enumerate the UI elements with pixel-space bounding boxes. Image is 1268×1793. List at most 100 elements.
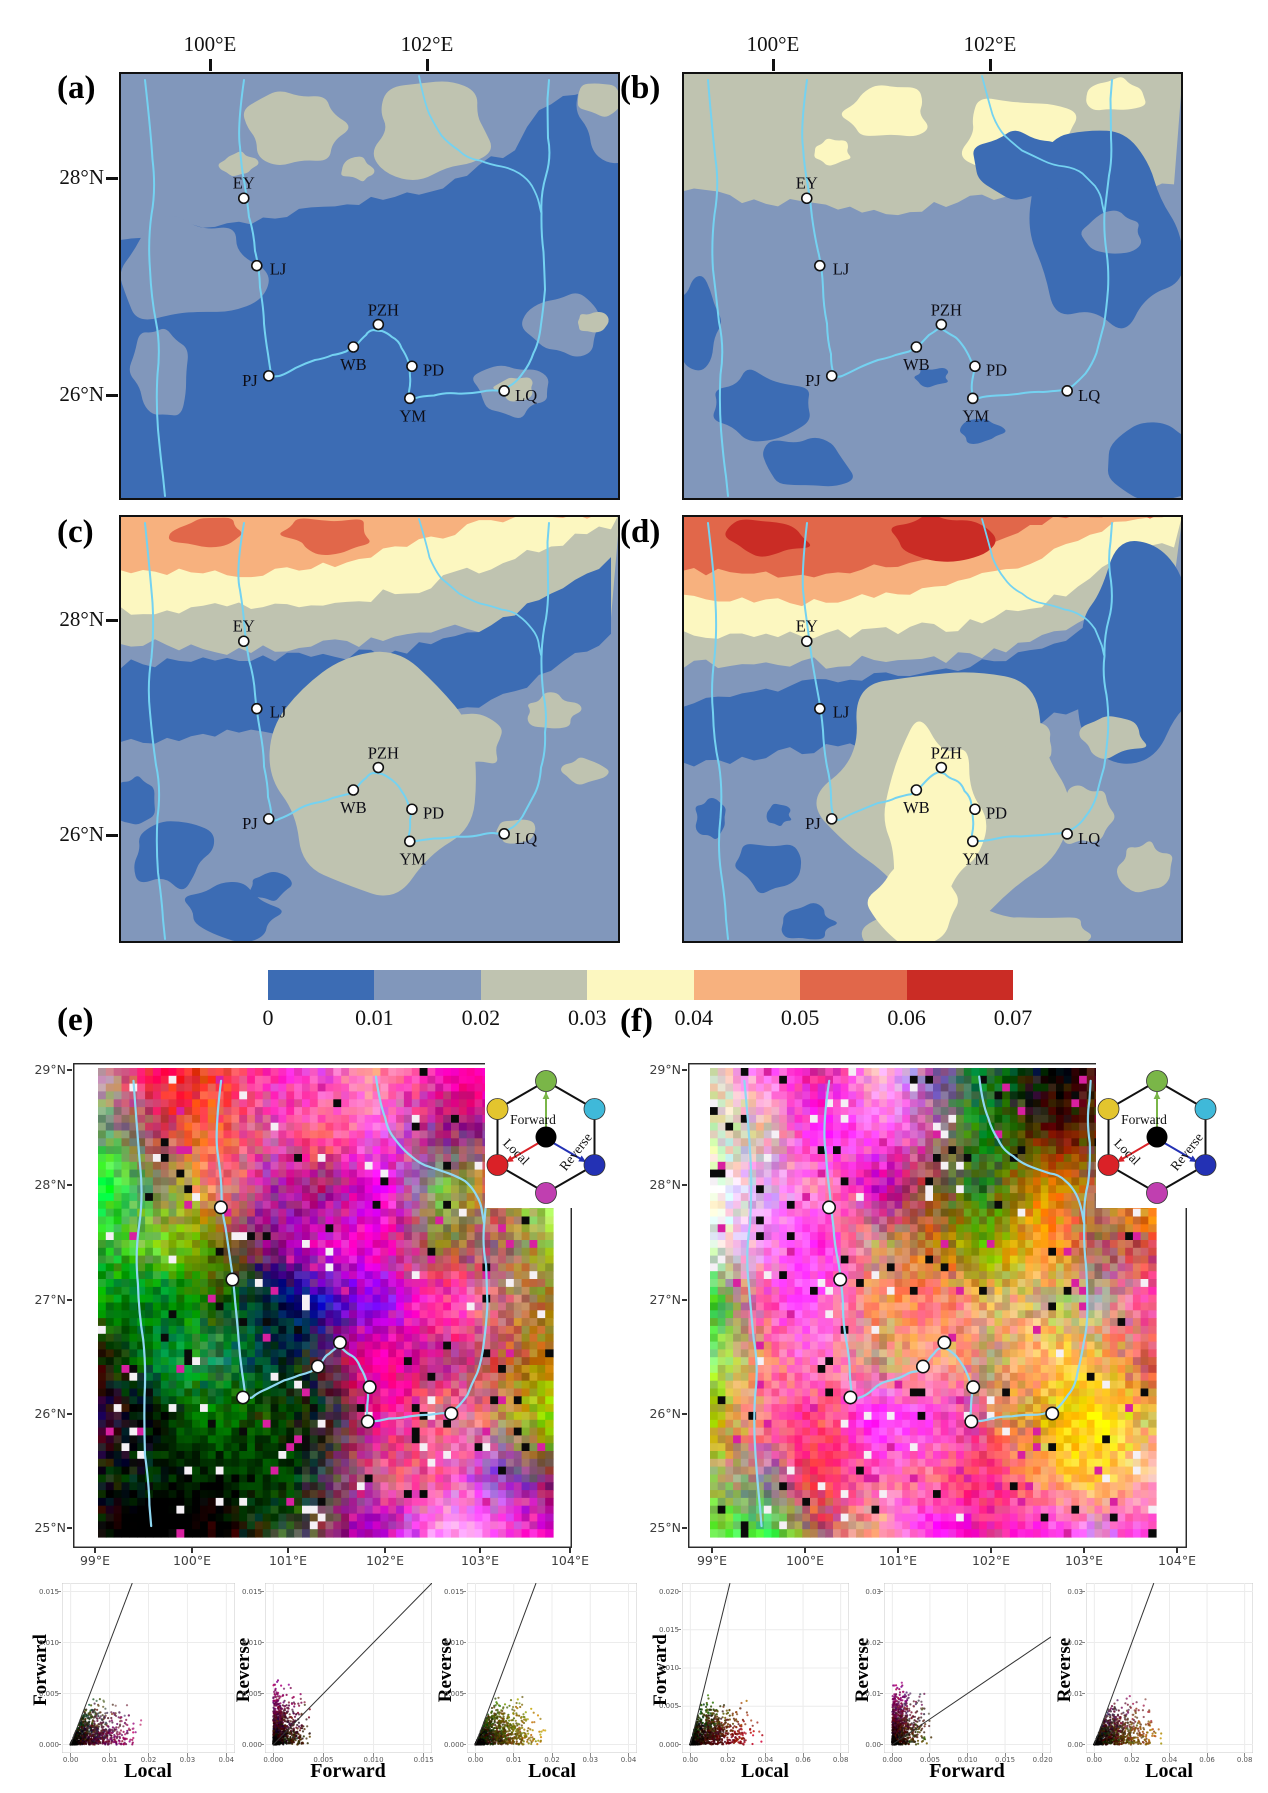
station-dot-LJ bbox=[813, 702, 826, 715]
tick-mark bbox=[70, 1753, 72, 1757]
map-region bbox=[986, 917, 1092, 943]
map-region bbox=[814, 138, 851, 166]
river-line bbox=[215, 1079, 493, 1423]
map-region bbox=[250, 871, 292, 901]
tick-mark bbox=[569, 1548, 571, 1553]
map-frame bbox=[119, 72, 620, 500]
station-label-LJ: LJ bbox=[270, 703, 287, 722]
scatter-y-tick: 0.010 bbox=[443, 1638, 464, 1647]
scatter-y-tick: 0.01 bbox=[1067, 1689, 1083, 1698]
scatter-y-tick: 0.00 bbox=[865, 1740, 881, 1749]
station-dot-PD bbox=[406, 360, 418, 373]
identity-line bbox=[70, 1583, 133, 1745]
scatter-y-tick: 0.015 bbox=[38, 1587, 59, 1596]
lat-tick-label-f: 27°N bbox=[649, 1292, 681, 1307]
station-dot-LQ bbox=[444, 1406, 459, 1421]
legend-center-dot bbox=[1146, 1126, 1168, 1148]
lat-tick-label-f: 28°N bbox=[649, 1177, 681, 1192]
scatter-points bbox=[689, 1694, 764, 1746]
scatter-y-tick: 0.000 bbox=[38, 1740, 59, 1749]
scatter-grid bbox=[682, 1583, 849, 1753]
lon-tick-label-f: 101°E bbox=[878, 1553, 917, 1568]
station-dot-WB bbox=[347, 341, 360, 353]
scatter-y-tick: 0.03 bbox=[1067, 1587, 1083, 1596]
station-label-PZH: PZH bbox=[931, 744, 962, 763]
tick-mark bbox=[272, 1753, 274, 1757]
colorbar-segment-0 bbox=[268, 970, 375, 1000]
lat-tick-label: 28°N bbox=[59, 607, 104, 631]
map-region bbox=[184, 881, 282, 943]
tick-mark bbox=[57, 1744, 61, 1745]
station-label-LQ: LQ bbox=[515, 829, 537, 848]
colorbar-segment-3 bbox=[587, 970, 694, 1000]
station-dot-PZH bbox=[937, 1335, 952, 1350]
tick-mark bbox=[551, 1753, 553, 1757]
scatter-y-tick: 0.00 bbox=[1067, 1740, 1083, 1749]
tick-mark bbox=[1131, 1753, 1133, 1757]
lat-tick-label-f: 25°N bbox=[649, 1520, 681, 1535]
station-dot-PJ bbox=[843, 1390, 858, 1405]
map-region bbox=[1116, 841, 1173, 893]
station-markers: EY LJ PZH WB PD PJ YM LQ bbox=[796, 173, 1100, 425]
lon-tick-label-f: 103°E bbox=[1064, 1553, 1103, 1568]
tick-mark bbox=[67, 1184, 72, 1186]
map-region bbox=[119, 557, 611, 744]
river-line bbox=[801, 79, 1113, 400]
river-line bbox=[978, 1075, 1085, 1224]
colorbar-segment-5 bbox=[800, 970, 907, 1000]
tick-mark bbox=[1206, 1753, 1208, 1757]
legend-vertex-dot-upper-right bbox=[583, 1098, 606, 1120]
river-line bbox=[707, 79, 729, 497]
scatter-x-tick: 0.00 bbox=[1086, 1756, 1103, 1764]
identity-line bbox=[475, 1583, 537, 1745]
lat-tick-label-e: 29°N bbox=[34, 1062, 66, 1077]
station-dot-YM bbox=[403, 392, 416, 405]
map-region bbox=[119, 776, 155, 825]
station-dot-EY bbox=[237, 192, 250, 205]
legend-vertex-dot-forward bbox=[1146, 1070, 1168, 1092]
station-dot-EY bbox=[800, 192, 813, 205]
identity-line bbox=[272, 1583, 432, 1745]
legend-center-dot bbox=[535, 1126, 557, 1148]
tick-mark bbox=[384, 1548, 386, 1553]
station-label-YM: YM bbox=[399, 849, 426, 868]
scatter-x-tick: 0.00 bbox=[682, 1756, 699, 1764]
river-line bbox=[418, 75, 542, 213]
tick-mark bbox=[260, 1591, 264, 1592]
panel-label-b: (b) bbox=[620, 70, 661, 106]
scatter-y-tick: 0.02 bbox=[1067, 1638, 1083, 1647]
lat-tick-label: 26°N bbox=[59, 382, 104, 406]
tick-mark bbox=[287, 1548, 289, 1553]
legend-vertex-dot-upper-right bbox=[1194, 1098, 1217, 1120]
station-markers: EY LJ PZH WB PD PJ YM LQ bbox=[233, 173, 537, 425]
scatter-y-tick: 0.005 bbox=[38, 1689, 59, 1698]
map-panel-c: EY LJ PZH WB PD PJ YM LQ bbox=[119, 515, 620, 943]
map-region bbox=[1107, 422, 1183, 500]
map-region bbox=[1077, 541, 1183, 764]
scatter-x-tick: 0.015 bbox=[995, 1756, 1016, 1764]
river-line bbox=[707, 522, 729, 940]
map-region bbox=[373, 81, 492, 181]
tick-mark bbox=[677, 1591, 681, 1592]
tick-mark bbox=[765, 1753, 766, 1757]
station-dot-LJ bbox=[250, 259, 263, 272]
station-dot-PJ bbox=[262, 813, 275, 825]
tick-mark bbox=[67, 1069, 72, 1071]
tick-mark bbox=[711, 1548, 713, 1553]
tick-mark bbox=[106, 618, 118, 622]
lon-tick-label: 100°E bbox=[183, 32, 237, 56]
tick-mark bbox=[879, 1693, 883, 1694]
tick-mark bbox=[57, 1642, 61, 1643]
tick-mark bbox=[260, 1744, 264, 1745]
scatter-y-tick: 0.02 bbox=[865, 1638, 881, 1647]
lon-tick-label: 100°E bbox=[746, 32, 800, 56]
station-dot-PD bbox=[969, 360, 981, 373]
map-region bbox=[841, 85, 928, 137]
station-label-EY: EY bbox=[796, 616, 818, 635]
station-dot-EY bbox=[213, 1200, 228, 1215]
map-region bbox=[695, 797, 726, 839]
station-label-LQ: LQ bbox=[515, 386, 537, 405]
legend-vertex-dot-reverse bbox=[583, 1154, 606, 1176]
scatter-x-tick: 0.06 bbox=[1199, 1756, 1215, 1764]
scatter-x-tick: 0.010 bbox=[957, 1756, 978, 1764]
